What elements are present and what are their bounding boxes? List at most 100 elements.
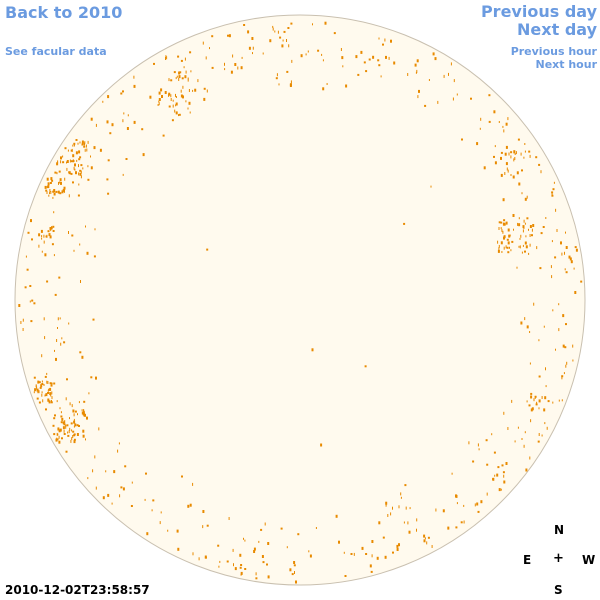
speckle (45, 408, 47, 411)
speckle (226, 560, 229, 563)
previous-hour-link[interactable]: Previous hour (510, 45, 597, 58)
speckle (382, 536, 385, 539)
speckle (41, 383, 44, 385)
speckle (172, 99, 174, 102)
speckle (536, 246, 538, 250)
next-hour-link[interactable]: Next hour (535, 58, 598, 71)
speckle (47, 398, 50, 402)
speckle (180, 94, 183, 98)
speckle (74, 163, 76, 167)
speckle (537, 440, 540, 443)
speckle (63, 433, 66, 435)
speckle (52, 196, 54, 199)
next-day-link[interactable]: Next day (517, 20, 597, 39)
speckle (69, 427, 71, 431)
speckle (176, 75, 178, 78)
speckle (524, 241, 527, 245)
speckle (57, 433, 59, 436)
speckle (365, 70, 368, 73)
speckle (185, 70, 187, 74)
speckle (54, 414, 56, 417)
speckle (53, 192, 56, 196)
speckle (86, 148, 88, 152)
speckle (360, 50, 363, 54)
speckle (46, 191, 48, 194)
speckle (283, 30, 286, 33)
speckle (511, 399, 513, 403)
speckle (73, 166, 75, 170)
speckle (90, 117, 93, 121)
speckle (478, 448, 480, 451)
speckle (41, 391, 43, 394)
speckle (37, 390, 39, 394)
speckle (81, 409, 83, 412)
speckle (510, 151, 513, 154)
back-to-year-link[interactable]: Back to 2010 (5, 3, 123, 22)
speckle (58, 429, 61, 433)
speckle (561, 399, 563, 402)
speckle (435, 508, 437, 512)
speckle (31, 299, 34, 302)
speckle (90, 166, 93, 170)
speckle (564, 346, 567, 349)
speckle (79, 141, 81, 144)
speckle (437, 100, 439, 104)
speckle (262, 561, 265, 564)
speckle (288, 44, 290, 48)
speckle (54, 349, 55, 352)
previous-day-link[interactable]: Previous day (480, 2, 597, 21)
speckle (312, 23, 313, 26)
speckle (73, 425, 75, 428)
speckle (36, 388, 39, 392)
speckle (423, 534, 426, 538)
speckle (41, 380, 43, 383)
speckle (497, 466, 500, 469)
speckle (50, 229, 52, 232)
speckle (529, 225, 532, 228)
speckle (552, 188, 555, 191)
speckle (63, 429, 65, 433)
speckle (507, 241, 510, 245)
speckle (122, 90, 124, 93)
speckle (503, 480, 506, 484)
speckle (83, 400, 86, 403)
speckle (107, 493, 110, 497)
speckle (219, 560, 221, 563)
speckle (157, 104, 159, 106)
speckle (61, 437, 63, 440)
speckle (558, 399, 560, 402)
speckle (534, 395, 537, 398)
speckle (76, 424, 79, 427)
speckle (291, 573, 294, 576)
speckle (293, 564, 296, 567)
speckle (120, 92, 123, 95)
speckle (51, 226, 53, 229)
speckle (47, 185, 50, 189)
speckle (500, 488, 502, 491)
speckle (390, 39, 392, 43)
speckle (529, 362, 531, 365)
speckle (36, 397, 39, 400)
speckle (387, 514, 389, 517)
speckle (544, 422, 546, 425)
speckle (518, 223, 521, 227)
speckle (178, 75, 181, 79)
see-facular-data-link[interactable]: See facular data (5, 45, 107, 58)
speckle (203, 87, 206, 90)
speckle (105, 470, 107, 473)
speckle (430, 185, 432, 188)
speckle (202, 41, 204, 45)
speckle (49, 235, 52, 239)
speckle (178, 78, 180, 81)
speckle (385, 55, 387, 59)
speckle (491, 433, 493, 436)
speckle (390, 512, 392, 516)
speckle (106, 178, 109, 181)
speckle (460, 521, 463, 524)
speckle (83, 414, 85, 417)
speckle (424, 537, 426, 540)
speckle (179, 71, 182, 74)
speckle (524, 222, 526, 225)
speckle (294, 571, 295, 574)
speckle (513, 228, 514, 231)
